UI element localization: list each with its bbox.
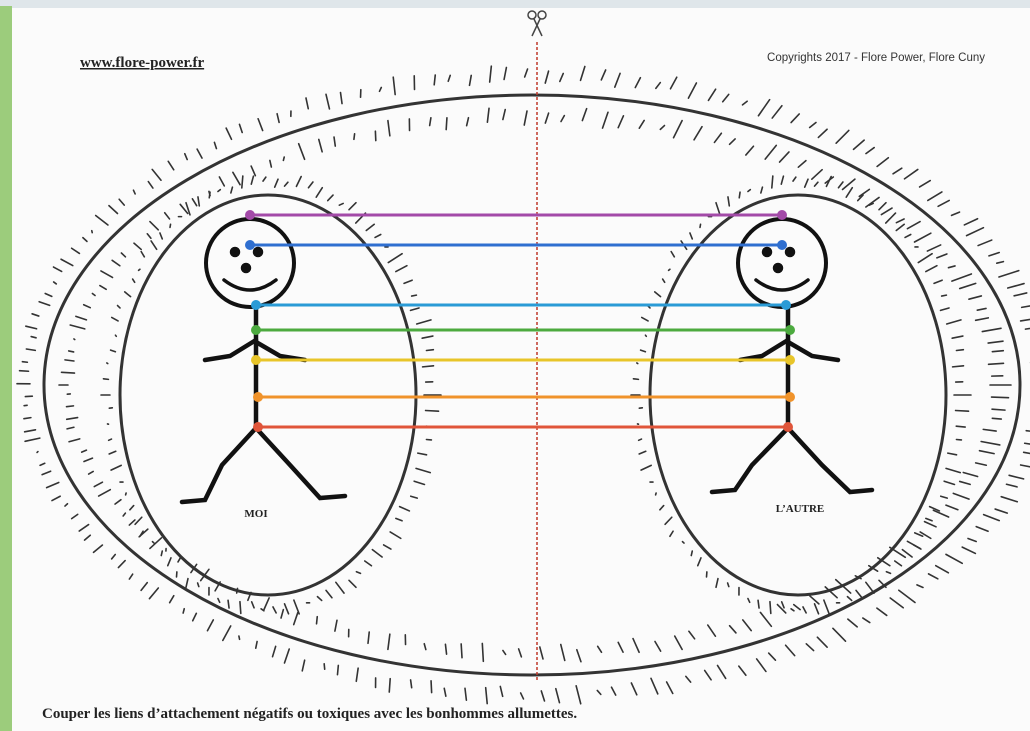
hatch [240,602,241,614]
hatch [209,192,210,198]
hatch [37,452,38,453]
cord-end [251,300,261,310]
hatch [115,335,116,336]
hatch [772,176,773,188]
hatch [242,176,243,188]
hatch [161,551,162,555]
hatch [139,269,140,270]
cord-end [251,355,261,365]
hatch [956,426,965,427]
hatch [942,295,947,296]
hatch [389,679,390,692]
cord-end [245,210,255,220]
hatch [691,551,692,555]
cord-end [783,422,793,432]
hatch [423,366,434,367]
cord-end [253,422,263,432]
caption: Couper les liens d’attachement négatifs … [42,706,577,722]
paper [12,8,1030,731]
hatch [956,410,969,411]
hatch [434,75,435,85]
cord-end [777,210,787,220]
cord-end [777,240,787,250]
hatch [74,339,75,340]
hatch [953,366,964,367]
hatch [170,224,171,227]
hatch [669,269,670,270]
hatch [65,360,74,361]
hatch [461,644,462,658]
hatch [682,542,684,543]
hatch [426,350,433,351]
hatch [354,134,355,140]
cord-end [245,240,255,250]
illustration: www.flore-power.fr Copyrights 2017 - Flo… [0,0,1030,731]
hatch [152,542,154,543]
cord-end [781,300,791,310]
hatch [956,350,963,351]
left-border [0,6,12,731]
hatch [637,363,638,364]
hatch [426,410,439,411]
hatch [317,617,318,624]
hatch [69,351,74,352]
hatch [992,397,1009,398]
hatch [770,602,771,614]
cord-end [785,392,795,402]
hatch [228,600,229,608]
hatch [645,335,646,336]
cord-end [785,325,795,335]
hatch [633,379,638,380]
hatch [183,609,184,613]
hatch [283,157,284,160]
hatch [126,493,127,495]
cord-end [253,392,263,402]
hatch [446,118,447,130]
cord-end [251,325,261,335]
hatch [103,379,108,380]
hatch [992,418,1001,419]
hatch [431,681,432,693]
hatch [739,192,740,198]
hatch [324,664,325,669]
hatch [337,665,338,674]
cord-end [785,355,795,365]
page: www.flore-power.fr Copyrights 2017 - Flo… [0,0,1030,731]
hatch [992,351,1003,352]
website: www.flore-power.fr [80,55,204,71]
hatch [107,363,108,364]
figure-label: L’AUTRE [776,503,825,515]
hatch [989,363,1004,364]
hatch [445,644,446,654]
hatch [482,643,483,661]
copyright: Copyrights 2017 - Flore Power, Flore Cun… [767,52,985,64]
hatch [24,418,31,419]
hatch [66,406,73,407]
hatch [239,636,240,639]
figure-label: MOI [244,508,267,520]
hatch [20,371,29,372]
hatch [411,680,412,688]
hatch [412,295,417,296]
hatch [700,224,701,227]
hatch [61,372,74,373]
hatch [22,362,27,363]
hatch [656,493,657,495]
hatch [758,600,759,608]
hatch [992,409,1005,410]
